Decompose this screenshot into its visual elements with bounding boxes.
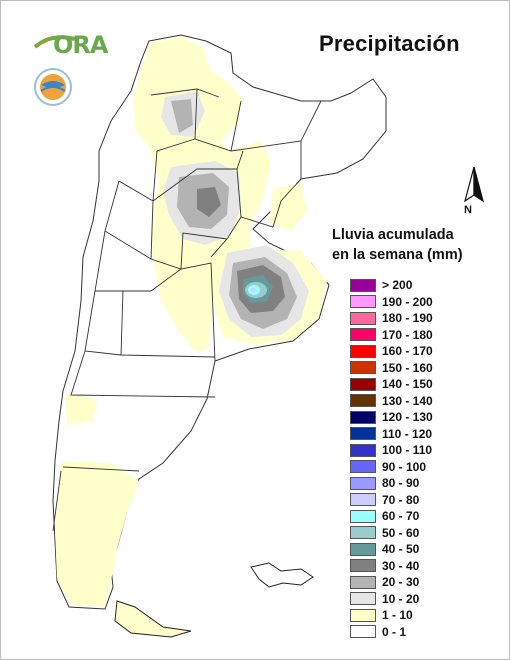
legend-swatch [350,361,376,375]
legend-item: 30 - 40 [350,558,500,575]
province-boundaries [52,88,322,532]
legend-swatch [350,526,376,540]
legend-swatch [350,278,376,292]
legend-title-line1: Lluvia acumulada [332,227,454,243]
legend-label: 110 - 120 [382,426,433,441]
legend-swatch [350,542,376,556]
legend-label: 90 - 100 [382,459,427,474]
legend-item: 1 - 10 [350,607,500,624]
legend-label: 1 - 10 [382,608,413,623]
legend-swatch [350,427,376,441]
rain-area-1-10 [269,183,307,231]
north-letter: N [464,204,472,216]
legend-item: 110 - 120 [350,426,500,443]
legend-swatch [350,295,376,309]
legend-label: 170 - 180 [382,327,433,342]
legend-item: > 200 [350,277,500,294]
legend-label: 160 - 170 [382,344,433,359]
rain-area-70-80 [250,287,256,293]
map-title: Precipitación [319,31,460,56]
tierra-del-fuego [114,600,192,638]
legend-title-line2: en la semana (mm) [332,247,463,263]
legend-swatch [350,443,376,457]
legend-item: 0 - 1 [350,624,500,641]
legend-item: 70 - 80 [350,492,500,509]
legend-swatch [350,460,376,474]
legend-swatch [350,476,376,490]
legend-item: 120 - 130 [350,409,500,426]
legend-swatch [350,377,376,391]
legend-item: 160 - 170 [350,343,500,360]
logo-text: ORA [53,31,108,59]
rain-area-20-30 [171,99,193,133]
legend-swatch [350,344,376,358]
legend-item: 10 - 20 [350,591,500,608]
legend-swatch [350,625,376,639]
legend-label: 120 - 130 [382,410,433,425]
legend-swatch [350,410,376,424]
precipitation-legend: > 200 190 - 200 180 - 190 170 - 180 160 - 17… [350,277,500,640]
legend-title: Lluvia acumulada en la semana (mm) [332,225,463,265]
rain-area-1-10 [65,393,97,425]
legend-item: 40 - 50 [350,541,500,558]
legend-item: 170 - 180 [350,327,500,344]
legend-label: 20 - 30 [382,575,420,590]
legend-item: 150 - 160 [350,360,500,377]
legend-swatch [350,493,376,507]
legend-swatch [350,559,376,573]
legend-item: 190 - 200 [350,294,500,311]
legend-swatch [350,608,376,622]
legend-label: 60 - 70 [382,509,420,524]
legend-label: 180 - 190 [382,311,433,326]
legend-swatch [350,394,376,408]
legend-label: 150 - 160 [382,360,433,375]
legend-label: 140 - 150 [382,377,433,392]
ora-logo [33,35,76,106]
legend-item: 130 - 140 [350,393,500,410]
legend-label: 40 - 50 [382,542,420,557]
legend-item: 60 - 70 [350,508,500,525]
legend-label: 70 - 80 [382,492,420,507]
rain-area-30-40 [197,187,221,217]
legend-label: > 200 [382,278,413,293]
legend-label: 10 - 20 [382,591,420,606]
rain-area-1-10 [55,461,139,607]
legend-label: 0 - 1 [382,624,407,639]
legend-label: 100 - 110 [382,443,433,458]
legend-swatch [350,592,376,606]
legend-item: 50 - 60 [350,525,500,542]
falkland-islands [250,562,314,588]
legend-item: 80 - 90 [350,475,500,492]
legend-item: 180 - 190 [350,310,500,327]
legend-swatch [350,328,376,342]
legend-swatch [350,509,376,523]
legend-label: 130 - 140 [382,393,433,408]
legend-swatch [350,311,376,325]
legend-swatch [350,575,376,589]
legend-item: 140 - 150 [350,376,500,393]
legend-item: 100 - 110 [350,442,500,459]
legend-label: 190 - 200 [382,294,433,309]
legend-item: 90 - 100 [350,459,500,476]
legend-label: 50 - 60 [382,525,420,540]
north-arrow-icon [464,166,484,203]
legend-item: 20 - 30 [350,574,500,591]
legend-label: 80 - 90 [382,476,420,491]
legend-label: 30 - 40 [382,558,420,573]
